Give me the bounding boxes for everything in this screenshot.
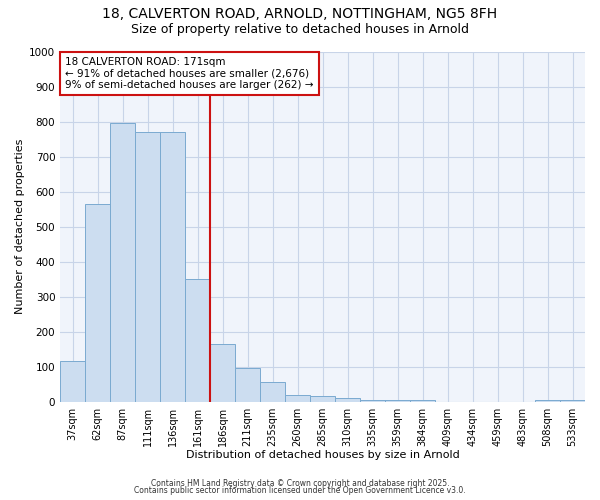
Text: Contains HM Land Registry data © Crown copyright and database right 2025.: Contains HM Land Registry data © Crown c… — [151, 478, 449, 488]
Bar — [110, 124, 135, 402]
Bar — [560, 400, 585, 402]
Bar — [335, 398, 360, 402]
Text: Contains public sector information licensed under the Open Government Licence v3: Contains public sector information licen… — [134, 486, 466, 495]
Bar — [160, 132, 185, 402]
Bar — [85, 204, 110, 402]
Bar — [410, 400, 435, 402]
Y-axis label: Number of detached properties: Number of detached properties — [15, 139, 25, 314]
Text: Size of property relative to detached houses in Arnold: Size of property relative to detached ho… — [131, 22, 469, 36]
Bar — [235, 368, 260, 402]
Bar — [260, 382, 285, 402]
Bar — [60, 362, 85, 402]
Bar — [135, 132, 160, 402]
Bar — [360, 400, 385, 402]
Bar — [285, 394, 310, 402]
X-axis label: Distribution of detached houses by size in Arnold: Distribution of detached houses by size … — [186, 450, 460, 460]
Bar — [310, 396, 335, 402]
Text: 18, CALVERTON ROAD, ARNOLD, NOTTINGHAM, NG5 8FH: 18, CALVERTON ROAD, ARNOLD, NOTTINGHAM, … — [103, 8, 497, 22]
Bar — [185, 279, 210, 402]
Text: 18 CALVERTON ROAD: 171sqm
← 91% of detached houses are smaller (2,676)
9% of sem: 18 CALVERTON ROAD: 171sqm ← 91% of detac… — [65, 57, 314, 90]
Bar — [535, 400, 560, 402]
Bar — [385, 400, 410, 402]
Bar — [210, 344, 235, 402]
